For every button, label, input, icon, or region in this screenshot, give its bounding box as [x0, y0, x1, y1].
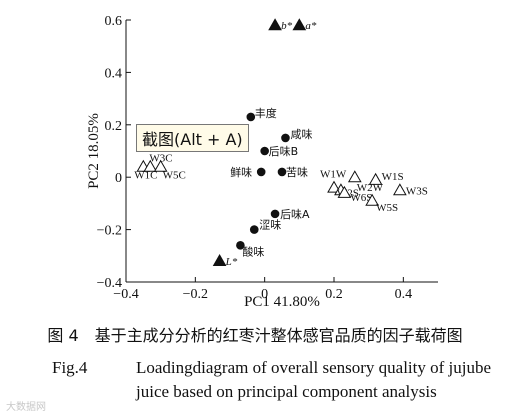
point-label-丰度: 丰度: [255, 106, 277, 120]
caption-en-line-1: Loadingdiagram of overall sensory qualit…: [136, 358, 492, 377]
y-tick-label: −0.4: [97, 276, 122, 291]
x-tick-label: −0.2: [183, 287, 208, 302]
point-label-涩味: 涩味: [259, 219, 281, 232]
y-tick-label: 0: [115, 171, 122, 186]
point-鲜味: [256, 167, 266, 177]
point-label-W5S: W5S: [376, 202, 398, 214]
point-a*: [292, 18, 307, 31]
point-label-后味B: 后味B: [269, 145, 299, 158]
point-W1W: [327, 180, 341, 193]
point-label-b*: b*: [281, 20, 293, 32]
y-tick-label: 0.4: [105, 66, 123, 81]
point-后味A: [270, 209, 280, 219]
point-苦味: [277, 167, 287, 177]
point-丰度: [246, 112, 256, 122]
caption-en-line-2: juice based on principal component analy…: [136, 382, 437, 401]
point-W2W: [347, 170, 362, 183]
point-后味B: [260, 146, 269, 156]
point-label-W2W: W2W: [357, 182, 384, 194]
x-tick-label: 0.2: [325, 287, 343, 302]
point-label-W1C: W1C: [134, 170, 157, 182]
x-tick-label: 0: [261, 287, 268, 302]
y-tick-label: −0.2: [97, 224, 122, 239]
screenshot-tooltip: 截图(Alt + A): [136, 124, 249, 152]
point-W1S: [368, 172, 383, 185]
figure-caption-english: Fig.4 Loadingdiagram of overall sensory q…: [52, 356, 492, 404]
y-axis-label: PC2 18.05%: [86, 113, 102, 189]
point-b*: [268, 18, 282, 31]
x-tick-label: 0.4: [395, 287, 413, 302]
point-label-酸味: 酸味: [242, 244, 264, 258]
watermark: 大数据网: [6, 402, 46, 413]
point-label-鲜味: 鲜味: [230, 165, 252, 179]
x-tick-label: −0.4: [113, 287, 138, 302]
figure-caption-chinese: 图 4 基于主成分分析的红枣汁整体感官品质的因子载荷图: [47, 326, 463, 345]
point-W3S: [393, 183, 407, 196]
point-W5S: [365, 193, 379, 206]
point-label-W3S: W3S: [406, 185, 428, 197]
point-label-后味A: 后味A: [280, 208, 310, 221]
point-酸味: [236, 241, 245, 250]
point-label-W5C: W5C: [163, 170, 186, 182]
point-label-W3C: W3C: [149, 153, 172, 165]
figure-number: Fig.4: [52, 358, 88, 377]
point-W1C: [143, 159, 158, 172]
point-咸味: [281, 133, 290, 143]
point-label-W1W: W1W: [320, 169, 347, 181]
y-tick-label: 0.6: [105, 14, 123, 29]
point-W5C: [153, 159, 168, 172]
x-axis-label: PC1 41.80%: [244, 294, 320, 310]
point-label-L*: L*: [225, 256, 238, 268]
point-W6S: [337, 185, 352, 198]
point-label-苦味: 苦味: [286, 166, 308, 179]
y-tick-label: 0.2: [105, 119, 123, 134]
point-label-W1S: W1S: [382, 171, 404, 183]
point-label-咸味: 咸味: [290, 128, 312, 141]
loading-plot: −0.4 −0.2 0 0.2 0.4 −0.4 −0.2 0 0.2 0.4 0.6 PC1 41.…: [86, 14, 438, 310]
point-label-W6S: W6S: [350, 192, 372, 204]
point-label-a*: a*: [305, 20, 317, 32]
point-L*: [212, 254, 227, 267]
point-涩味: [249, 225, 259, 234]
